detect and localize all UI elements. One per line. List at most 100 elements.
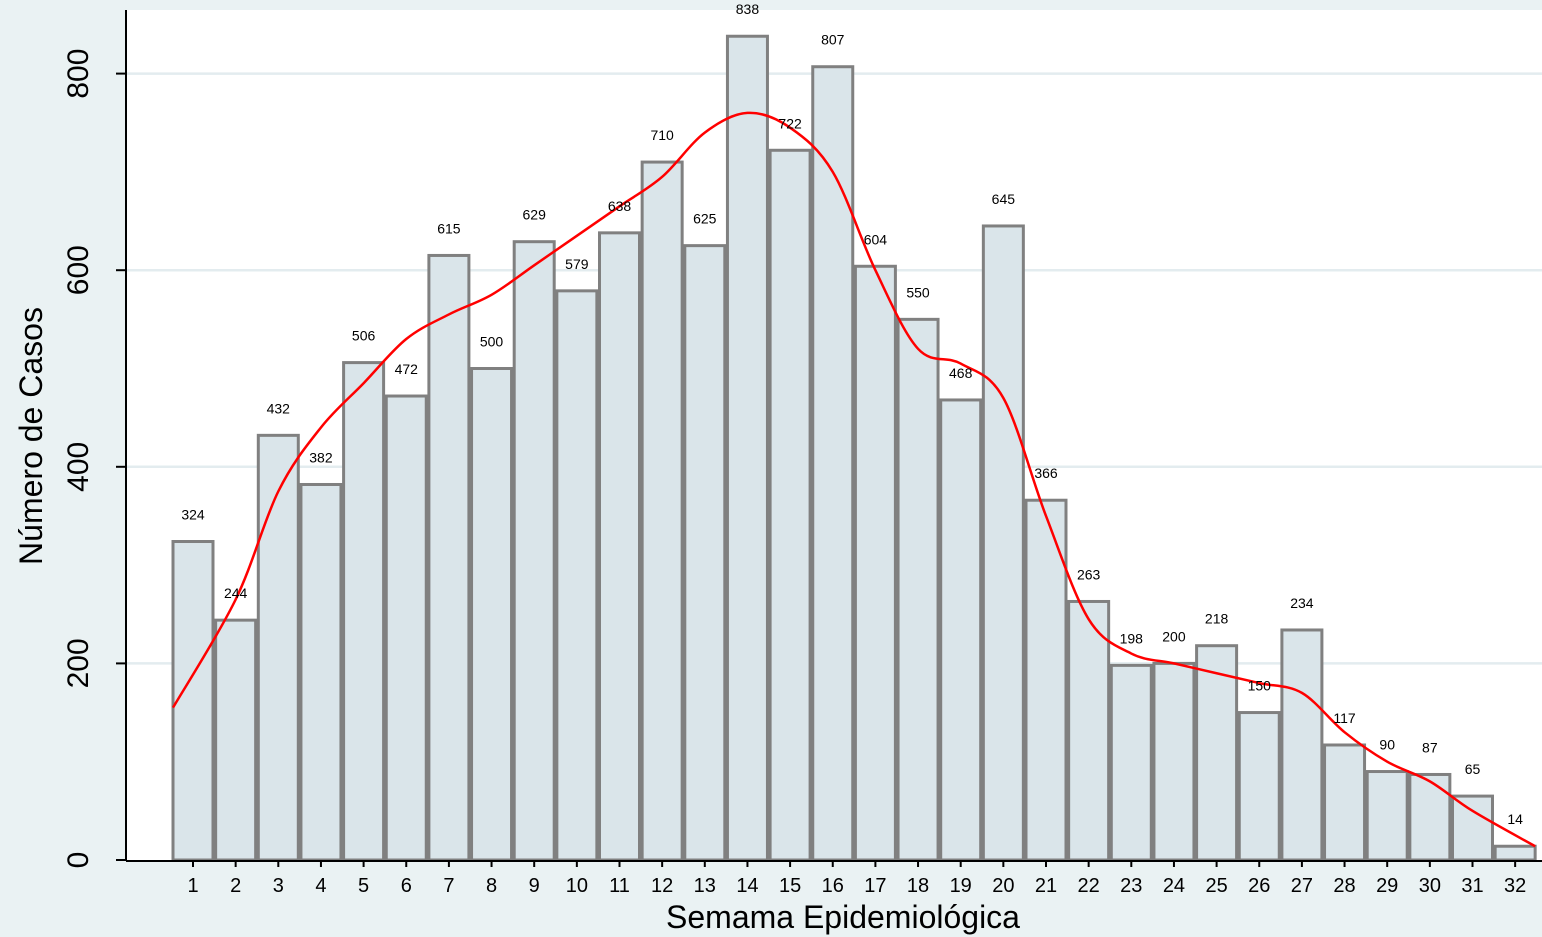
y-tick-label: 0 (62, 852, 95, 869)
y-tick-labels: 0 200 400 600 800 (62, 49, 126, 869)
x-tick-label: 1 (187, 875, 198, 897)
data-label: 472 (395, 361, 419, 377)
x-tick-label: 30 (1419, 875, 1441, 897)
bar (171, 540, 215, 862)
x-tick-label: 2 (230, 875, 241, 897)
data-label: 150 (1248, 678, 1272, 694)
bar (725, 34, 769, 862)
bar (1237, 711, 1281, 862)
bar (384, 394, 428, 862)
bar (1280, 628, 1324, 862)
data-label: 14 (1507, 811, 1523, 827)
x-tick-label: 19 (950, 875, 972, 897)
data-label: 263 (1077, 566, 1101, 582)
data-label: 579 (565, 256, 589, 272)
data-label: 807 (821, 32, 845, 48)
bar (427, 253, 471, 862)
bar (1451, 794, 1494, 862)
y-tick-label: 600 (62, 245, 95, 295)
data-label: 625 (693, 211, 717, 227)
x-tick-label: 16 (822, 875, 844, 897)
x-axis-title: Semama Epidemiológica (666, 899, 1020, 935)
bar (1323, 743, 1367, 862)
bar (640, 160, 684, 862)
x-tick-label: 21 (1035, 875, 1057, 897)
y-tick-label: 200 (62, 638, 95, 688)
x-tick-label: 6 (401, 875, 412, 897)
data-label: 234 (1290, 595, 1314, 611)
data-label: 710 (650, 127, 674, 143)
x-tick-label: 7 (443, 875, 454, 897)
data-label: 506 (352, 328, 376, 344)
data-label: 366 (1034, 465, 1058, 481)
x-tick-label: 8 (486, 875, 497, 897)
bar (1109, 663, 1153, 862)
bar (1195, 644, 1239, 862)
data-label: 382 (309, 449, 333, 465)
x-tick-label: 22 (1078, 875, 1100, 897)
bar (896, 317, 940, 862)
x-tick-label: 24 (1163, 875, 1185, 897)
x-tick-label: 25 (1205, 875, 1227, 897)
bar (598, 231, 641, 862)
x-tick-label: 32 (1504, 875, 1526, 897)
bar (1493, 844, 1537, 862)
bar (683, 244, 727, 862)
y-tick-label: 800 (62, 49, 95, 99)
bar (1067, 599, 1111, 862)
x-tick-label: 12 (651, 875, 673, 897)
data-label: 468 (949, 365, 973, 381)
line-layer (171, 111, 1536, 848)
bar (1152, 661, 1196, 862)
data-label: 198 (1120, 630, 1144, 646)
x-tick-label: 20 (992, 875, 1014, 897)
y-axis-title: Número de Casos (13, 307, 49, 565)
x-tick-label: 31 (1461, 875, 1483, 897)
data-label: 200 (1162, 628, 1186, 644)
data-label: 90 (1379, 737, 1395, 753)
data-label: 324 (181, 507, 205, 523)
x-tick-label: 3 (273, 875, 284, 897)
data-label: 638 (608, 198, 632, 214)
x-tick-label: 11 (609, 875, 630, 897)
data-label: 244 (224, 585, 248, 601)
data-label: 838 (736, 1, 760, 17)
bar (299, 482, 343, 862)
x-tick-label: 23 (1120, 875, 1142, 897)
x-tick-label: 10 (566, 875, 588, 897)
x-tick-label: 15 (779, 875, 801, 897)
data-label: 117 (1333, 710, 1356, 726)
data-label: 645 (992, 191, 1016, 207)
x-tick-label: 5 (358, 875, 369, 897)
data-label: 604 (864, 231, 888, 247)
labels-layer: 324 244 432 382 506 472 615 500 629 579 638 710 625 8… (181, 1, 1523, 827)
x-tick-labels: 1 2 3 4 5 6 7 8 9 10 11 12 13 14 15 16 17 18 19 20 21 22 23 24 2… (187, 861, 1526, 897)
x-tick-label: 26 (1248, 875, 1270, 897)
bar (1408, 772, 1452, 862)
data-label: 432 (267, 400, 291, 416)
bar (1365, 770, 1409, 862)
data-label: 629 (523, 207, 547, 223)
x-tick-label: 17 (864, 875, 886, 897)
bar (342, 361, 386, 862)
bar (555, 289, 599, 862)
bar (939, 398, 983, 862)
bar (768, 148, 812, 862)
bar (811, 65, 855, 862)
x-tick-label: 29 (1376, 875, 1398, 897)
x-tick-label: 13 (694, 875, 716, 897)
bar (1024, 498, 1068, 862)
bar (853, 264, 897, 862)
bar (981, 224, 1025, 862)
data-label: 500 (480, 334, 504, 350)
data-label: 218 (1205, 611, 1229, 627)
data-label: 722 (778, 115, 802, 131)
data-label: 615 (437, 220, 461, 236)
x-tick-label: 28 (1333, 875, 1355, 897)
x-tick-label: 18 (907, 875, 929, 897)
data-label: 550 (906, 284, 930, 300)
bar (214, 618, 258, 862)
bar (256, 433, 300, 862)
